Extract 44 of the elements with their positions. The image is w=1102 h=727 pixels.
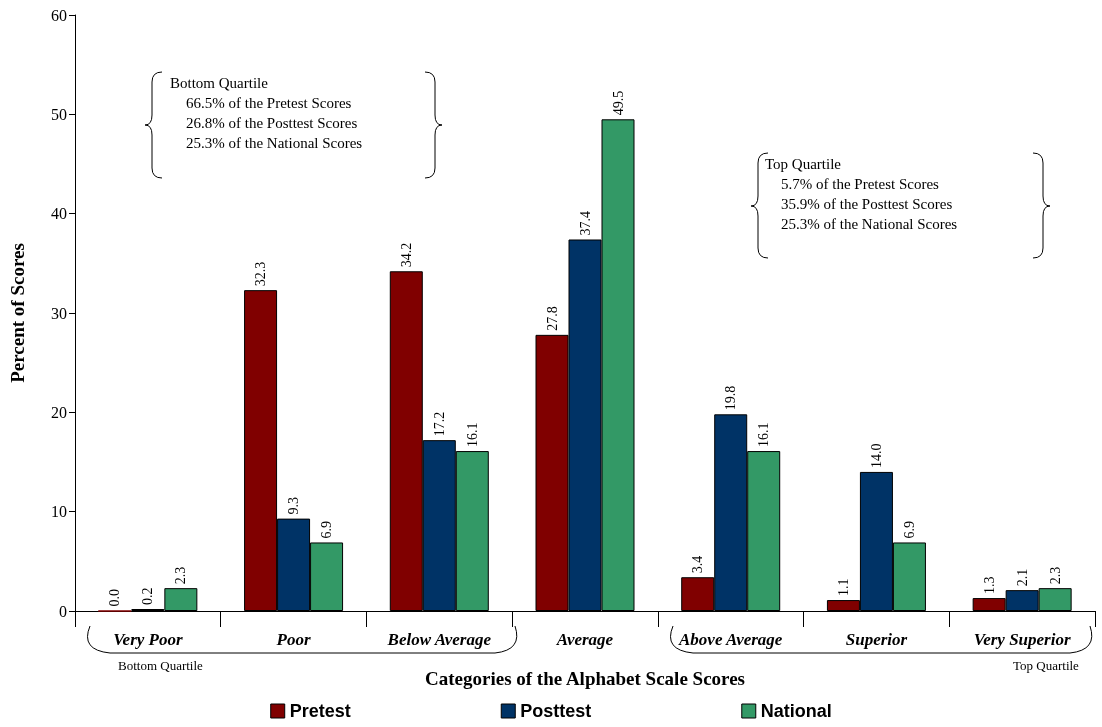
y-tick-label: 0 xyxy=(59,602,67,620)
data-label: 6.9 xyxy=(901,520,917,539)
data-label: 2.1 xyxy=(1014,568,1030,587)
x-tick-label: Average xyxy=(555,630,614,649)
data-label: 17.2 xyxy=(431,411,447,437)
x-tick-label: Poor xyxy=(275,630,311,649)
data-label: 1.3 xyxy=(981,576,997,595)
data-label: 34.2 xyxy=(398,242,414,268)
x-axis-title: Categories of the Alphabet Scale Scores xyxy=(425,668,745,689)
data-label: 49.5 xyxy=(610,90,626,116)
x-tick-label: Above Average xyxy=(678,630,783,649)
y-axis-title: Percent of Scores xyxy=(7,243,28,383)
data-label: 1.1 xyxy=(835,578,851,597)
data-label: 19.8 xyxy=(723,385,739,411)
data-label: 9.3 xyxy=(286,497,302,515)
annotation: Bottom Quartile 66.5% of the Pretest Scores 26.8% of the Posttest Scores 25.3% of the National Scores xyxy=(170,74,363,153)
data-label: 0.2 xyxy=(140,587,156,606)
data-label: 2.3 xyxy=(173,566,189,585)
data-label: 16.1 xyxy=(756,422,772,448)
text: Bottom Quartile xyxy=(118,657,203,675)
data-label: 37.4 xyxy=(577,210,593,236)
data-label: 27.8 xyxy=(544,306,560,331)
data-label: 6.9 xyxy=(319,520,335,539)
data-label: 2.3 xyxy=(1047,566,1063,585)
y-tick-label: 20 xyxy=(51,403,67,421)
y-tick-label: 40 xyxy=(51,205,67,223)
text: Top Quartile xyxy=(1013,657,1079,675)
y-tick-label: 10 xyxy=(51,503,67,521)
annotation: Top Quartile 5.7% of the Pretest Scores 35.9% of the Posttest Scores 25.3% of the National Scores xyxy=(765,155,958,234)
y-tick-label: 30 xyxy=(51,304,67,322)
legend-label: Posttest xyxy=(520,701,592,721)
x-tick-label: Very Superior xyxy=(973,630,1071,649)
y-tick-label: 60 xyxy=(51,6,67,24)
data-label: 32.3 xyxy=(253,261,269,287)
y-tick-label: 50 xyxy=(51,105,67,123)
x-tick-label: Superior xyxy=(845,630,908,649)
legend-label: Pretest xyxy=(289,701,351,721)
data-label: 3.4 xyxy=(690,555,706,574)
x-tick-label: Below Average xyxy=(386,630,492,649)
x-tick-label: Very Poor xyxy=(113,630,183,649)
data-label: 0.0 xyxy=(107,589,123,607)
data-label: 14.0 xyxy=(868,443,884,468)
data-label: 16.1 xyxy=(464,422,480,448)
legend-label: National xyxy=(760,701,832,721)
